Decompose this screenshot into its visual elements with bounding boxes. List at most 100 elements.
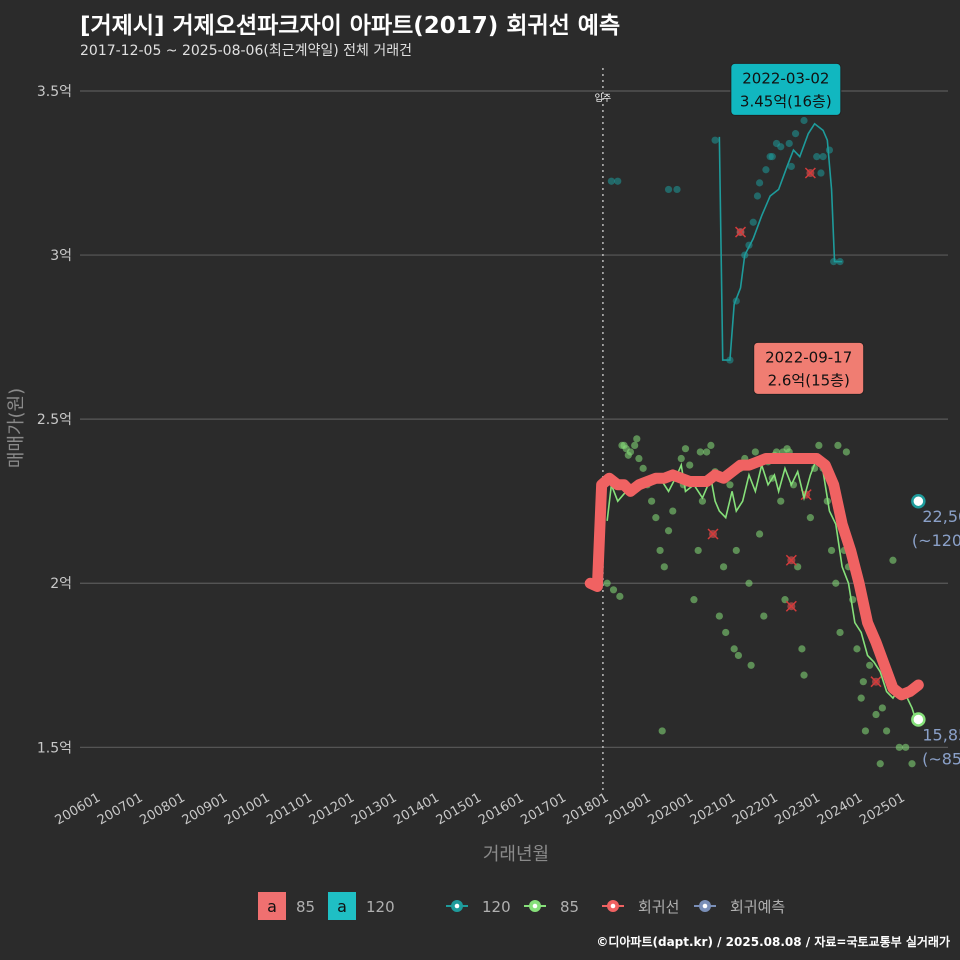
- legend-label-text: 85: [296, 898, 315, 916]
- series-120-point: [768, 153, 776, 161]
- series-85-point: [751, 448, 759, 456]
- series-85-point: [798, 645, 806, 653]
- trend-lines: [584, 122, 924, 722]
- series-85-point: [652, 514, 660, 522]
- x-tick-label: 201601: [476, 790, 526, 828]
- legend-series-dot-center: [532, 903, 538, 909]
- series-85-point: [658, 727, 666, 735]
- series-85-point: [755, 530, 764, 538]
- series-85-point: [734, 651, 743, 660]
- regression-outlier-cross: [734, 226, 747, 238]
- series-85-point: [859, 678, 867, 686]
- series-120-point: [607, 177, 615, 185]
- y-tick-label: 2.5억: [37, 412, 72, 428]
- legend-label-swatch-text: a: [337, 897, 347, 916]
- prediction-value: 15,857: [922, 725, 960, 744]
- annotation-box: [753, 341, 865, 395]
- series-85-point: [694, 546, 702, 555]
- series-120-point: [819, 153, 827, 161]
- series-85-point: [760, 612, 768, 620]
- regression-line: [584, 453, 924, 701]
- annotation-box: [730, 62, 842, 116]
- series-85-point: [703, 448, 711, 456]
- series-85-point: [681, 445, 690, 453]
- annotation-date: 2022-09-17: [765, 348, 852, 366]
- prediction-area: (~120㎡): [912, 531, 960, 550]
- series-85-point: [883, 727, 891, 735]
- series-85-point: [836, 628, 844, 637]
- series-85-point: [609, 586, 618, 594]
- series-120-point: [749, 218, 757, 226]
- series-120-point: [711, 136, 719, 144]
- series-85-point: [895, 743, 903, 751]
- y-axis-label: 매매가(원): [6, 388, 27, 468]
- x-tick-label: 202401: [815, 790, 865, 828]
- series-85-point: [745, 579, 753, 587]
- series-120-line: [718, 122, 843, 361]
- series-85-point: [853, 645, 861, 653]
- series-85-point: [815, 441, 823, 450]
- series-85-point: [747, 661, 755, 669]
- series-85-point: [800, 671, 808, 679]
- x-tick-label: 202501: [857, 790, 907, 828]
- regression-outlier-cross: [804, 167, 816, 179]
- series-85-point: [707, 441, 715, 450]
- x-tick-label: 201201: [307, 790, 357, 828]
- y-tick-labels: 1.5억 2억 2.5억 3억 3.5억: [37, 84, 72, 756]
- legend-label-swatch: [258, 892, 286, 920]
- series-85-point: [624, 451, 632, 459]
- annotation-price: 3.45억(16층): [740, 92, 832, 110]
- legend-series-dot-center: [610, 903, 616, 909]
- series-85-point: [639, 464, 647, 472]
- annotation-price: 2.6억(15층): [768, 371, 850, 389]
- x-tick-label: 202001: [645, 790, 695, 828]
- prediction-marker: [911, 493, 926, 509]
- series-85-point: [635, 454, 643, 463]
- x-tick-labels: 2006012007012008012009012010012011012012…: [53, 790, 908, 828]
- series-120-point: [817, 169, 825, 177]
- series-85-point: [631, 441, 639, 450]
- series-85-point: [908, 760, 916, 768]
- predictions: 22,500 (~120㎡) 15,857 (~85㎡): [911, 493, 960, 768]
- series-85-point: [806, 514, 814, 522]
- series-120-point: [664, 185, 673, 194]
- series-85-point: [783, 445, 791, 453]
- series-85-point: [686, 461, 694, 469]
- series-85-point: [603, 579, 611, 587]
- series-85-point: [696, 448, 704, 456]
- y-tick-label: 3.5억: [37, 84, 72, 100]
- series-85-point: [726, 481, 734, 489]
- series-85-point: [730, 645, 738, 653]
- series-85-point: [690, 596, 698, 604]
- series-85-point: [832, 579, 840, 587]
- legend-series-text: 회귀예측: [730, 898, 785, 916]
- series-85-point: [660, 563, 668, 571]
- series-120-point: [673, 185, 681, 194]
- prediction-marker: [911, 712, 926, 727]
- x-tick-label: 201401: [391, 790, 441, 828]
- legend-series-dot-center: [702, 903, 708, 909]
- y-tick-label: 2억: [50, 576, 72, 592]
- x-tick-label: 201801: [561, 790, 611, 828]
- regression-outlier-cross: [785, 600, 797, 612]
- series-120-point: [785, 139, 793, 148]
- x-axis-label: 거래년월: [483, 844, 549, 865]
- series-120-point: [830, 258, 838, 266]
- scatter-points: [603, 100, 918, 768]
- series-85-point: [827, 546, 836, 555]
- series-85-point: [872, 710, 880, 719]
- series-85-point: [857, 694, 865, 702]
- regression-outlier-cross: [870, 676, 882, 688]
- regression-outlier-cross: [785, 554, 797, 566]
- series-120-point: [762, 166, 770, 174]
- annotation-date: 2022-03-02: [742, 69, 829, 87]
- chart-title: [거제시] 거제오션파크자이 아파트(2017) 회귀선 예측: [80, 13, 621, 39]
- series-85-point: [656, 546, 664, 555]
- series-85-point: [732, 546, 740, 555]
- series-85-point: [902, 743, 910, 751]
- legend-label-text: 120: [366, 898, 395, 916]
- series-120-point: [800, 116, 808, 125]
- x-tick-label: 200901: [180, 790, 230, 828]
- series-85-point: [620, 441, 628, 450]
- legend-label-swatch: [328, 892, 356, 920]
